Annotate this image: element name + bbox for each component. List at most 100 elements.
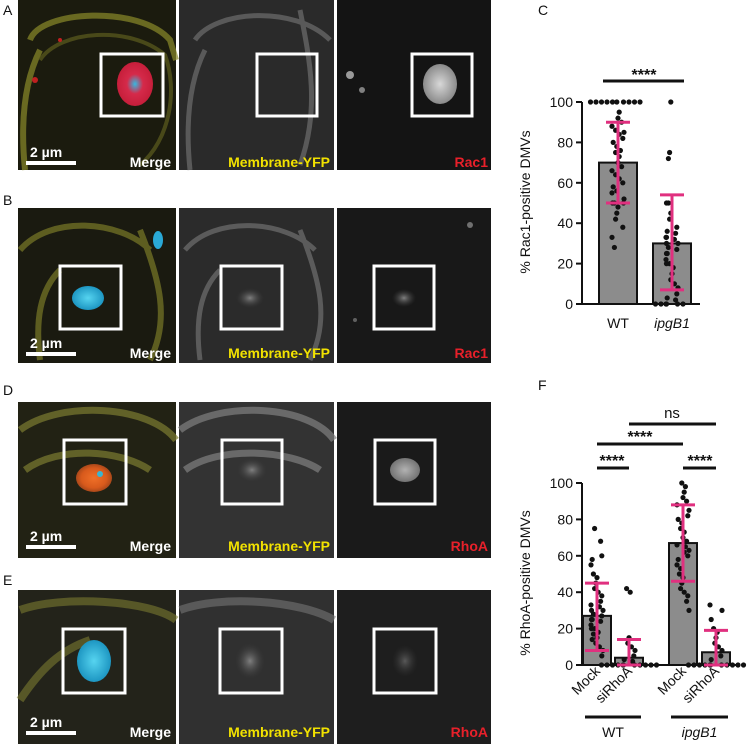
region-box: [372, 627, 438, 695]
data-point: [599, 553, 605, 559]
region-box: [220, 438, 284, 506]
data-point: [685, 662, 692, 668]
micrograph-b-rac1: [337, 208, 491, 363]
panel-letter-b: B: [3, 192, 12, 208]
y-tick-label: 0: [565, 296, 573, 312]
data-point: [663, 301, 670, 307]
dmv-cluster: [77, 640, 111, 682]
y-axis-label-f: % RhoA-positive DMVs: [517, 510, 533, 656]
data-point: [632, 647, 638, 654]
data-point: [590, 571, 597, 577]
region-box: [219, 264, 284, 331]
data-point: [663, 234, 670, 240]
data-point: [665, 244, 672, 251]
micrograph-d-rhoa: [337, 402, 491, 558]
dmv-cluster: [237, 458, 267, 482]
data-point: [674, 291, 680, 297]
data-point: [681, 489, 687, 495]
channel-label-rac1: Rac1: [455, 154, 489, 170]
data-point: [631, 653, 637, 659]
bright-speckle: [467, 222, 473, 228]
data-point: [598, 618, 604, 624]
bright-speckle: [346, 71, 354, 79]
data-point: [598, 538, 604, 544]
membrane-outline: [17, 406, 179, 473]
membrane-outline: [177, 406, 337, 473]
micrograph-row-b: 2 µm Merge Membrane-YFP Rac1: [17, 208, 491, 363]
data-point: [589, 636, 595, 643]
data-point: [718, 653, 724, 659]
data-point: [675, 240, 681, 246]
y-tick-label: 0: [565, 657, 573, 673]
data-point: [663, 261, 670, 267]
data-point: [667, 149, 673, 156]
data-point: [680, 301, 686, 307]
scale-bar-label: 2 µm: [30, 335, 62, 351]
data-point: [615, 115, 621, 121]
data-point: [684, 498, 690, 504]
data-point: [609, 99, 616, 105]
data-point: [620, 135, 626, 141]
channel-label-merge: Merge: [130, 724, 171, 740]
bright-speckle: [359, 87, 365, 93]
data-point: [686, 607, 692, 614]
y-tick-label: 100: [550, 94, 574, 110]
y-tick-label: 40: [557, 215, 573, 231]
micrograph-row-e: 2 µm Merge Membrane-YFP RhoA: [16, 590, 491, 744]
data-point: [609, 123, 615, 129]
dmv-cluster: [423, 64, 457, 104]
data-point: [674, 246, 680, 253]
data-point: [624, 585, 630, 592]
data-point: [674, 301, 681, 307]
data-point: [719, 607, 725, 614]
region-box: [99, 52, 165, 118]
y-tick-label: 20: [557, 256, 573, 272]
data-point: [663, 250, 670, 257]
membrane-outline: [16, 597, 179, 703]
scale-bar-label: 2 µm: [30, 714, 62, 730]
data-point: [588, 626, 595, 632]
data-point: [621, 656, 627, 663]
data-point: [685, 553, 691, 559]
membrane-outline: [38, 32, 173, 167]
x-tick-label: siRhoA: [679, 662, 723, 706]
data-point: [735, 662, 741, 668]
data-point: [593, 99, 599, 105]
data-point: [588, 602, 594, 608]
data-point: [708, 616, 714, 623]
dmv-cluster: [392, 289, 416, 307]
data-point: [620, 180, 626, 186]
data-point: [600, 607, 606, 614]
data-point: [729, 662, 736, 668]
dmv-cluster: [72, 286, 104, 310]
y-tick-label: 80: [557, 134, 573, 150]
data-point: [587, 99, 594, 105]
data-point: [594, 575, 600, 581]
data-point: [648, 662, 654, 668]
data-point: [686, 547, 692, 553]
dmv-cluster: [117, 62, 153, 106]
data-point: [604, 99, 610, 105]
data-point: [619, 164, 625, 170]
micrograph-row-d: 2 µm Merge Membrane-YFP RhoA: [17, 402, 491, 558]
channel-label-membrane: Membrane-YFP: [228, 345, 330, 361]
data-point: [599, 613, 605, 619]
y-tick-label: 60: [557, 175, 573, 191]
micrograph-b-membrane: [179, 208, 334, 363]
membrane-outline: [183, 223, 324, 362]
significance-label: ****: [688, 453, 714, 470]
data-point: [589, 556, 595, 563]
y-tick-label: 40: [557, 584, 573, 600]
data-point: [665, 155, 672, 162]
region-box: [255, 52, 319, 118]
data-point: [658, 301, 664, 307]
data-point: [614, 99, 620, 105]
cyan-speckle: [97, 471, 103, 477]
y-tick-label: 20: [557, 621, 573, 637]
data-point: [604, 662, 610, 668]
group-label: WT: [602, 724, 624, 740]
group-label: ipgB1: [682, 724, 718, 740]
data-point: [621, 129, 627, 135]
data-point: [610, 139, 616, 145]
